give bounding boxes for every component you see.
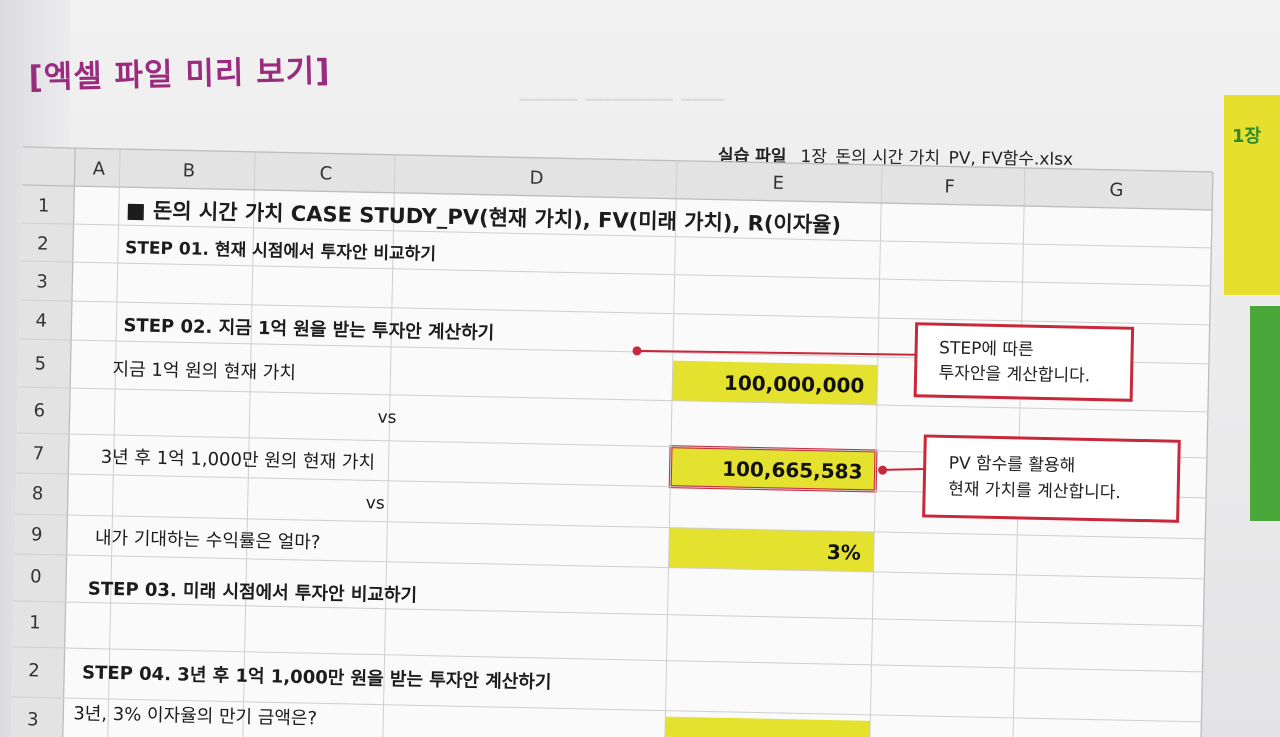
chapter-tab-green xyxy=(1250,306,1280,521)
chapter-tab-yellow xyxy=(1224,95,1280,295)
row-header-1[interactable]: 1 xyxy=(38,195,50,216)
column-header-f[interactable]: F xyxy=(944,176,955,197)
callout-step-connector xyxy=(637,349,917,356)
vs-label-2: vs xyxy=(366,493,385,513)
row-header-7[interactable]: 7 xyxy=(33,443,45,464)
column-header-g[interactable]: G xyxy=(1109,180,1123,201)
row-header-8[interactable]: 8 xyxy=(32,483,44,504)
column-header-bar xyxy=(22,147,1213,210)
bleed-through-text: ──── ────── ─── xyxy=(520,86,725,114)
row-header-4[interactable]: 4 xyxy=(35,310,47,331)
column-header-c[interactable]: C xyxy=(319,163,332,184)
pv-now-value[interactable]: 100,000,000 xyxy=(724,371,865,398)
row-header-6[interactable]: 6 xyxy=(33,400,45,421)
callout-step-dot xyxy=(632,346,642,356)
callout-step-box xyxy=(913,322,1135,402)
rate-label: 내가 기대하는 수익률은 얼마? xyxy=(95,528,321,554)
row-header-3[interactable]: 3 xyxy=(36,271,48,292)
row-header-9[interactable]: 9 xyxy=(31,524,43,545)
row-header-11[interactable]: 1 xyxy=(29,612,41,633)
row-header-bar xyxy=(10,147,76,737)
cell-maturity-fill xyxy=(664,716,871,737)
callout-pv-line-2: 현재 가치를 계산합니다. xyxy=(948,479,1121,503)
row-header-13[interactable]: 3 xyxy=(27,709,39,730)
cell-pv-3y-fill xyxy=(670,446,876,491)
pv-now-label: 지금 1억 원의 현재 가치 xyxy=(112,359,296,384)
row-header-12[interactable]: 2 xyxy=(28,660,40,681)
row-header-2[interactable]: 2 xyxy=(37,233,49,254)
pv-3y-value[interactable]: 100,665,583 xyxy=(722,457,863,484)
sheet-body xyxy=(10,147,1213,737)
row-header-5[interactable]: 5 xyxy=(34,353,46,374)
column-header-d[interactable]: D xyxy=(529,168,543,189)
column-header-a[interactable]: A xyxy=(92,158,105,179)
chapter-tab-label: 1장 xyxy=(1232,126,1262,147)
cell-rate-fill xyxy=(668,527,875,572)
maturity-label: 3년, 3% 이자율의 만기 금액은? xyxy=(73,703,317,729)
callout-pv-dot xyxy=(878,465,888,475)
callout-step-line-1: STEP에 따른 xyxy=(939,338,1034,360)
row-header-10[interactable]: 0 xyxy=(30,566,42,587)
callout-pv-box xyxy=(922,434,1181,523)
column-header-b[interactable]: B xyxy=(182,160,195,181)
column-header-e[interactable]: E xyxy=(772,173,784,194)
callout-step-line-2: 투자안을 계산합니다. xyxy=(938,363,1090,386)
callout-pv-line-1: PV 함수를 활용해 xyxy=(949,453,1076,476)
rate-value[interactable]: 3% xyxy=(827,540,861,565)
vs-label-1: vs xyxy=(377,408,396,428)
cell-pv-now-fill xyxy=(671,360,878,405)
